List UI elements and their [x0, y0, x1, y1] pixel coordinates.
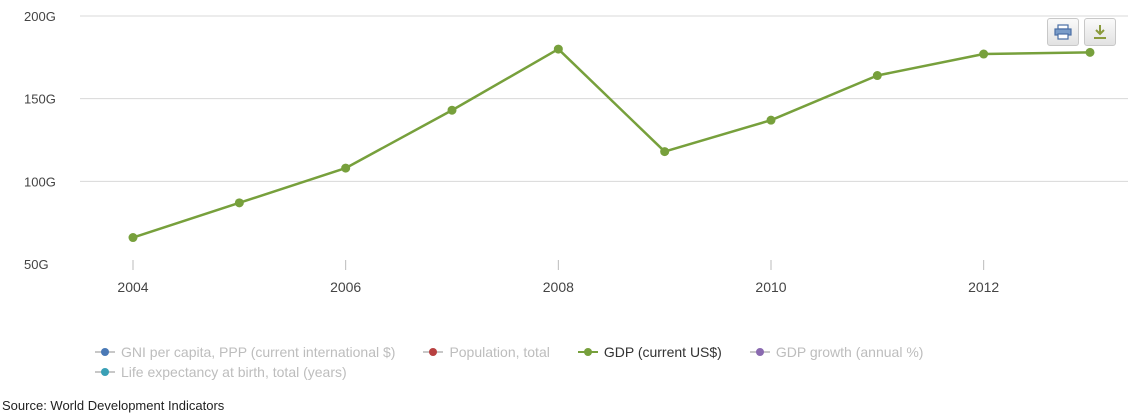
x-tick-label: 2006 — [330, 279, 361, 295]
data-point — [234, 198, 244, 208]
legend-marker-icon — [749, 348, 770, 356]
print-button[interactable] — [1047, 18, 1079, 46]
y-tick-label: 200G — [24, 9, 56, 24]
data-point — [766, 115, 776, 125]
data-point — [341, 163, 351, 173]
legend-item[interactable]: Population, total — [423, 344, 550, 360]
y-tick-label: 50G — [24, 257, 49, 272]
chart-toolbar — [1047, 18, 1116, 46]
legend-item[interactable]: GDP (current US$) — [577, 344, 722, 360]
legend-marker-icon — [423, 348, 444, 356]
x-tick-label: 2008 — [543, 279, 574, 295]
legend-item[interactable]: GDP growth (annual %) — [749, 344, 924, 360]
legend-item[interactable]: GNI per capita, PPP (current internation… — [95, 344, 395, 360]
legend-row: GNI per capita, PPP (current internation… — [95, 342, 1105, 362]
y-tick-label: 150G — [24, 92, 56, 107]
x-tick-label: 2012 — [968, 279, 999, 295]
legend-label: Population, total — [449, 344, 550, 360]
data-point — [979, 49, 989, 59]
gdp-line-chart: 50G 100G 150G 200G 2004 2006 2008 2010 2012 — [24, 9, 1128, 295]
printer-icon — [1054, 24, 1072, 40]
y-tick-label: 100G — [24, 174, 56, 189]
chart-legend: GNI per capita, PPP (current internation… — [95, 342, 1105, 382]
series-line-gdp — [132, 47, 1091, 239]
data-point — [553, 44, 563, 54]
legend-label: Life expectancy at birth, total (years) — [121, 364, 347, 380]
legend-marker-icon — [95, 348, 115, 356]
download-icon — [1094, 25, 1106, 39]
x-tick-label: 2004 — [117, 279, 148, 295]
data-point — [660, 147, 670, 157]
legend-label: GDP growth (annual %) — [775, 344, 924, 360]
source-note: Source: World Development Indicators — [2, 398, 225, 413]
download-button[interactable] — [1084, 18, 1116, 46]
x-tick-label: 2010 — [755, 279, 786, 295]
data-point — [447, 105, 457, 115]
data-point — [1085, 47, 1095, 57]
legend-item[interactable]: Life expectancy at birth, total (years) — [95, 364, 347, 380]
legend-label: GNI per capita, PPP (current internation… — [121, 344, 396, 360]
legend-row: Life expectancy at birth, total (years) — [95, 362, 1105, 382]
legend-marker-icon — [95, 368, 115, 376]
legend-marker-icon — [577, 348, 598, 356]
data-point — [128, 233, 138, 243]
data-point — [872, 71, 882, 81]
legend-label: GDP (current US$) — [603, 344, 722, 360]
